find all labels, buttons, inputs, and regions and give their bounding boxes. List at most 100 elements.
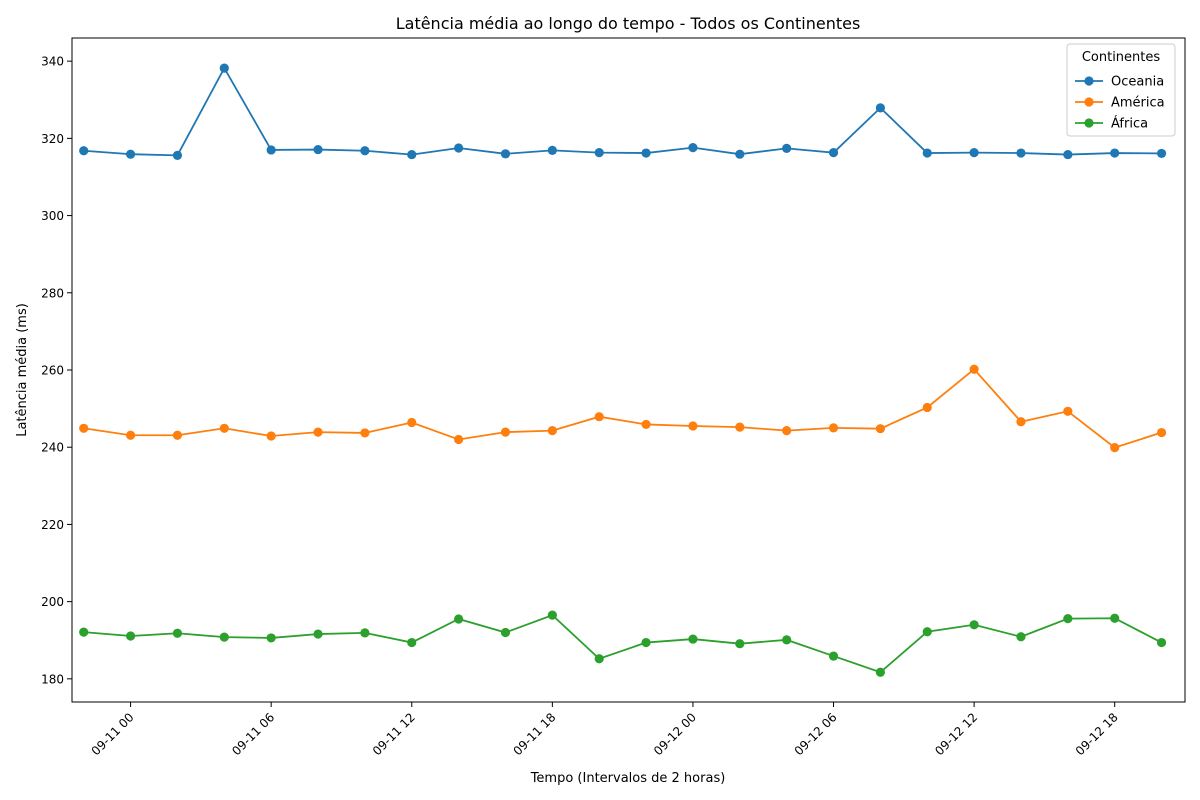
data-point-áfrica [969, 620, 979, 630]
y-tick-label: 200 [41, 595, 64, 609]
data-point-américa [969, 364, 979, 374]
data-point-oceania [1063, 149, 1073, 160]
data-point-áfrica [1156, 637, 1167, 648]
y-tick-label: 180 [41, 672, 64, 686]
data-point-américa [454, 434, 464, 445]
chart-title: Latência média ao longo do tempo - Todos… [396, 14, 861, 33]
data-point-áfrica [875, 667, 885, 677]
data-point-oceania [407, 149, 417, 160]
data-point-oceania [1110, 148, 1120, 158]
data-point-américa [219, 423, 229, 433]
y-tick-label: 340 [41, 55, 64, 69]
x-axis-label: Tempo (Intervalos de 2 horas) [530, 771, 726, 786]
series-line-áfrica [83, 614, 1162, 674]
data-point-áfrica [500, 627, 511, 638]
data-point-áfrica [828, 651, 839, 661]
data-point-américa [641, 419, 651, 430]
legend-marker-oceania [1084, 76, 1094, 86]
y-tick-label: 320 [41, 132, 64, 146]
data-point-áfrica [219, 632, 229, 642]
data-point-américa [688, 421, 698, 431]
x-tick-label: 09-11 06 [229, 710, 277, 758]
data-point-américa [922, 402, 932, 413]
data-point-áfrica [1110, 613, 1120, 623]
legend-marker-áfrica [1084, 118, 1094, 128]
data-point-oceania [782, 143, 792, 154]
x-tick-label: 09-11 18 [510, 710, 558, 758]
data-point-américa [172, 430, 183, 440]
data-point-américa [1156, 427, 1167, 438]
legend-label-américa: América [1111, 96, 1165, 111]
data-point-áfrica [688, 634, 698, 644]
data-point-oceania [1016, 148, 1026, 158]
data-point-oceania [828, 148, 839, 158]
data-point-oceania [1156, 148, 1167, 159]
data-point-oceania [969, 148, 979, 158]
data-point-oceania [875, 103, 885, 113]
series-line-américa [83, 367, 1162, 449]
data-point-américa [547, 426, 557, 436]
data-point-américa [735, 422, 745, 432]
data-point-áfrica [313, 629, 323, 639]
data-point-áfrica [454, 614, 464, 624]
data-point-oceania [219, 63, 229, 73]
data-point-américa [828, 423, 839, 433]
data-point-américa [782, 426, 792, 436]
y-tick-label: 220 [41, 518, 64, 532]
legend-label-oceania: Oceania [1111, 75, 1164, 90]
data-point-áfrica [782, 635, 792, 645]
data-point-áfrica [735, 639, 745, 649]
data-point-américa [1110, 442, 1120, 453]
data-point-américa [594, 412, 604, 422]
data-point-áfrica [360, 628, 370, 638]
data-point-áfrica [594, 654, 604, 664]
x-tick-label: 09-12 12 [932, 710, 980, 758]
y-tick-label: 240 [41, 441, 64, 455]
y-axis-label: Latência média (ms) [15, 303, 30, 437]
data-point-américa [1016, 417, 1026, 427]
plot-frame [71, 37, 1186, 703]
data-point-áfrica [172, 628, 183, 638]
data-point-américa [125, 430, 136, 440]
data-point-áfrica [1016, 632, 1026, 642]
x-tick-label: 09-11 00 [89, 710, 137, 758]
data-point-américa [1063, 406, 1073, 416]
x-tick-label: 09-12 00 [651, 710, 699, 758]
data-point-áfrica [641, 637, 651, 648]
data-point-áfrica [1063, 614, 1073, 624]
data-point-américa [500, 427, 511, 437]
series-line-oceania [83, 66, 1162, 157]
data-point-áfrica [547, 610, 557, 620]
y-tick-label: 260 [41, 364, 64, 378]
data-point-oceania [735, 149, 745, 159]
x-tick-label: 09-12 06 [792, 710, 840, 758]
data-point-oceania [313, 144, 323, 155]
data-point-oceania [922, 148, 932, 158]
y-tick-label: 300 [41, 209, 64, 223]
data-point-áfrica [79, 627, 89, 637]
data-point-oceania [547, 145, 557, 155]
data-point-américa [875, 424, 885, 434]
data-point-oceania [125, 149, 136, 159]
data-point-américa [266, 431, 276, 441]
y-tick-label: 280 [41, 286, 64, 300]
data-point-américa [79, 423, 89, 433]
data-point-oceania [266, 145, 276, 155]
plot-area: 180 200 220 240 260 280 300 320 340 09-11 00 09-11… [41, 37, 1186, 758]
data-point-américa [360, 428, 370, 438]
data-point-oceania [360, 146, 370, 156]
data-point-oceania [641, 148, 651, 158]
data-point-oceania [500, 149, 511, 159]
legend-label-áfrica: África [1111, 116, 1148, 132]
x-tick-label: 09-11 12 [370, 710, 418, 758]
legend-marker-américa [1084, 97, 1094, 107]
data-point-oceania [688, 143, 698, 153]
data-point-américa [407, 417, 417, 428]
data-point-oceania [79, 146, 89, 156]
legend: Continentes Oceania América África [1066, 43, 1176, 137]
data-point-áfrica [407, 637, 417, 648]
data-point-oceania [454, 143, 464, 153]
data-point-américa [313, 427, 323, 437]
data-point-oceania [594, 148, 604, 158]
